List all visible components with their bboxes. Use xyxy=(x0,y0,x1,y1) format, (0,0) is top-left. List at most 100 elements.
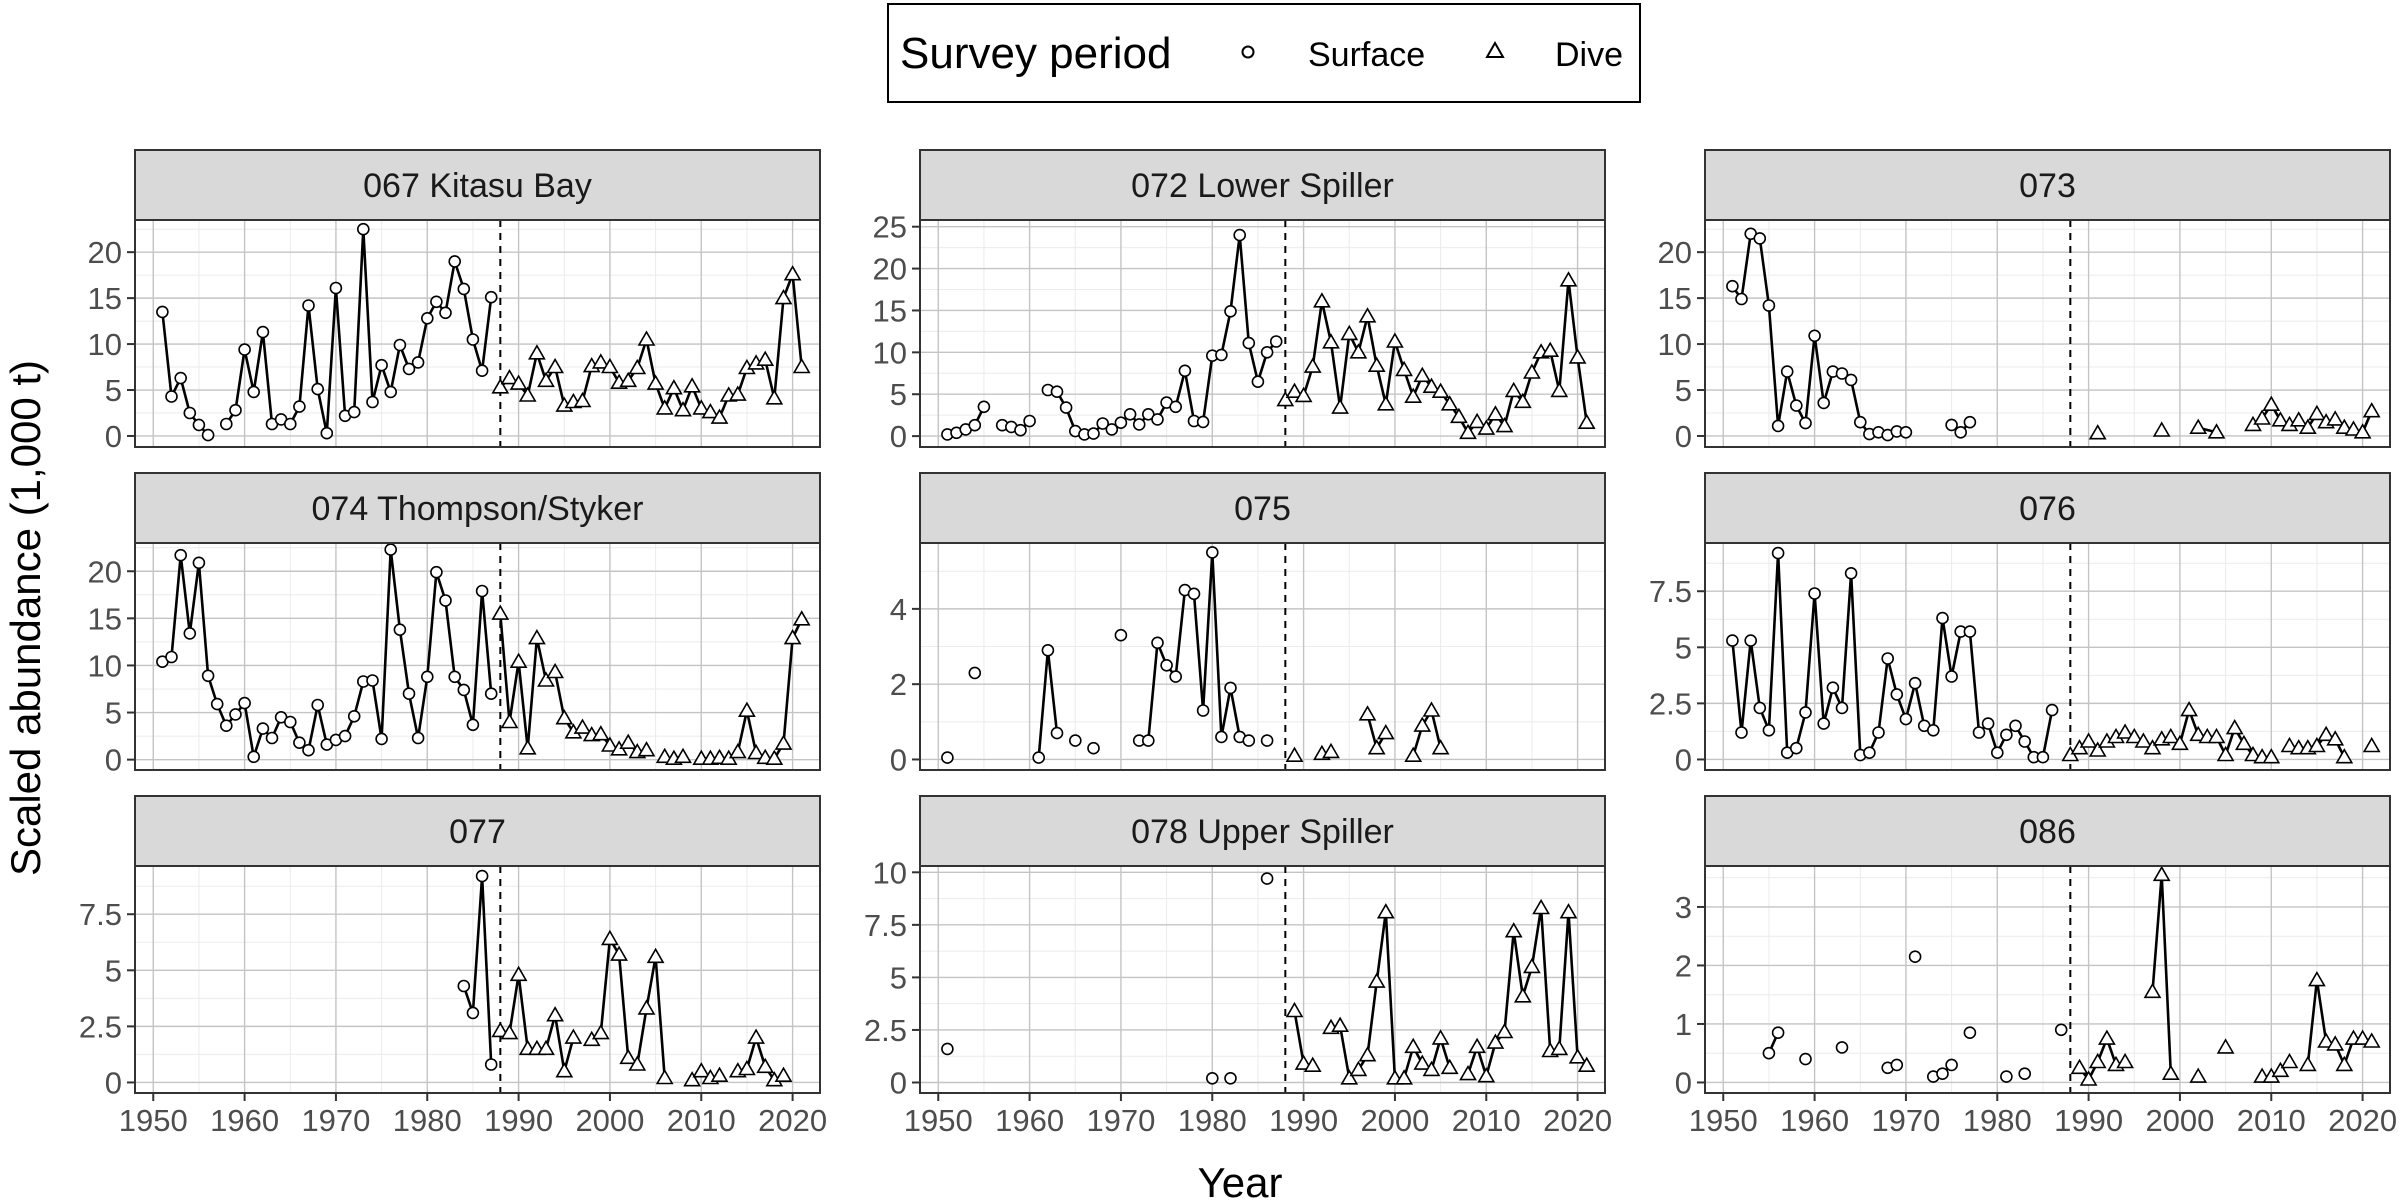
surface-point xyxy=(1808,587,1821,600)
surface-point xyxy=(1023,414,1036,428)
dive-point xyxy=(500,368,519,385)
y-axis: 0 2.5 5 7.5 xyxy=(1649,574,1705,777)
surface-point xyxy=(1945,1058,1958,1072)
dive-point xyxy=(591,353,610,369)
dive-point xyxy=(2335,748,2354,764)
surface-point xyxy=(448,255,462,268)
surface-point xyxy=(1936,1067,1949,1080)
dive-point xyxy=(2308,970,2326,987)
legend-dive-triangle-icon xyxy=(1485,40,1505,58)
surface-point xyxy=(1744,634,1757,647)
dive-point xyxy=(1322,742,1340,759)
y-tick-label: 15 xyxy=(873,293,907,328)
surface-point xyxy=(1991,746,2004,760)
surface-point xyxy=(293,736,306,750)
x-axis-title: Year xyxy=(1198,1159,1283,1200)
surface-point xyxy=(1206,1072,1219,1085)
dive-point xyxy=(783,265,802,281)
surface-point xyxy=(192,556,206,570)
dive-point xyxy=(2225,718,2244,735)
surface-point xyxy=(1780,365,1794,378)
dive-point xyxy=(619,1048,638,1065)
series-surface xyxy=(941,872,1274,1085)
dive-point xyxy=(1577,413,1596,429)
surface-point xyxy=(210,697,224,711)
surface-point xyxy=(347,405,361,419)
surface-point xyxy=(338,729,352,743)
dive-point xyxy=(1349,1060,1368,1077)
dive-point xyxy=(1422,377,1441,393)
dive-point xyxy=(1404,746,1423,762)
dive-point xyxy=(1404,1037,1423,1054)
x-tick-label: 2020 xyxy=(1543,1103,1612,1138)
y-tick-label: 0 xyxy=(890,419,907,454)
dive-point xyxy=(2244,745,2262,762)
surface-point xyxy=(2045,703,2059,717)
surface-point xyxy=(1899,712,1913,726)
plot-background xyxy=(920,220,1605,447)
surface-point xyxy=(256,722,270,735)
dive-point xyxy=(601,736,619,752)
dive-point xyxy=(1413,716,1432,732)
dive-point xyxy=(2079,1070,2098,1086)
dive-point xyxy=(628,1055,647,1071)
surface-point xyxy=(1260,345,1274,359)
dive-point xyxy=(747,1028,765,1044)
panel-title: 067 Kitasu Bay xyxy=(363,167,592,205)
surface-point xyxy=(1187,587,1201,601)
dive-point xyxy=(518,739,537,755)
major-gridlines xyxy=(920,543,1605,770)
dive-point xyxy=(2326,730,2345,746)
surface-point xyxy=(2009,719,2022,733)
dive-point xyxy=(2070,1058,2089,1075)
surface-point xyxy=(1799,1052,1812,1066)
dive-point xyxy=(2161,727,2180,744)
surface-point xyxy=(1142,734,1155,747)
dive-point xyxy=(2207,423,2226,439)
dive-point xyxy=(1468,1037,1486,1054)
y-tick-label: 10 xyxy=(88,648,122,683)
dive-point xyxy=(1513,987,1532,1003)
panel-border xyxy=(919,865,1606,1094)
y-tick-label: 0 xyxy=(105,419,122,454)
dive-point xyxy=(1577,1056,1596,1072)
y-tick-label: 2 xyxy=(1675,948,1692,983)
x-axis: 1950 1960 1970 1980 1990 2000 2010 2020 xyxy=(119,1093,827,1138)
x-tick-label: 1960 xyxy=(210,1103,279,1138)
dive-point xyxy=(792,357,811,374)
surface-point xyxy=(1069,734,1082,747)
x-tick-label: 1980 xyxy=(393,1103,462,1138)
surface-point xyxy=(439,594,452,607)
dive-point xyxy=(646,374,665,390)
dive-point xyxy=(1413,366,1432,383)
surface-point xyxy=(1114,628,1128,642)
surface-point xyxy=(1050,726,1064,740)
y-tick-label: 0 xyxy=(1675,1065,1692,1100)
surface-point xyxy=(1954,425,1967,439)
surface-point xyxy=(220,719,233,733)
surface-point xyxy=(1269,335,1283,348)
x-tick-label: 2010 xyxy=(667,1103,736,1138)
panel-title: 073 xyxy=(2019,167,2076,205)
surface-point xyxy=(347,709,361,723)
series-dive xyxy=(2070,865,2381,1086)
dive-point xyxy=(1431,382,1450,398)
dive-point xyxy=(528,344,546,360)
dive-point xyxy=(1303,357,1322,373)
dive-point xyxy=(637,999,656,1015)
surface-point xyxy=(356,222,370,236)
x-tick-label: 1960 xyxy=(995,1103,1064,1138)
series-dive xyxy=(491,929,793,1087)
dive-point xyxy=(1450,407,1468,424)
panel-073: 073 0 5 10 15 20 xyxy=(1658,149,2391,454)
dive-point xyxy=(2271,1061,2290,1078)
series-surface xyxy=(457,869,498,1071)
dive-point xyxy=(537,671,555,687)
legend-box xyxy=(887,3,1641,103)
y-tick-label: 10 xyxy=(88,327,122,362)
surface-point xyxy=(1196,415,1210,429)
series-surface xyxy=(941,546,1274,764)
surface-point xyxy=(1799,706,1812,719)
surface-point xyxy=(1963,625,1977,638)
dive-point xyxy=(537,1039,555,1056)
